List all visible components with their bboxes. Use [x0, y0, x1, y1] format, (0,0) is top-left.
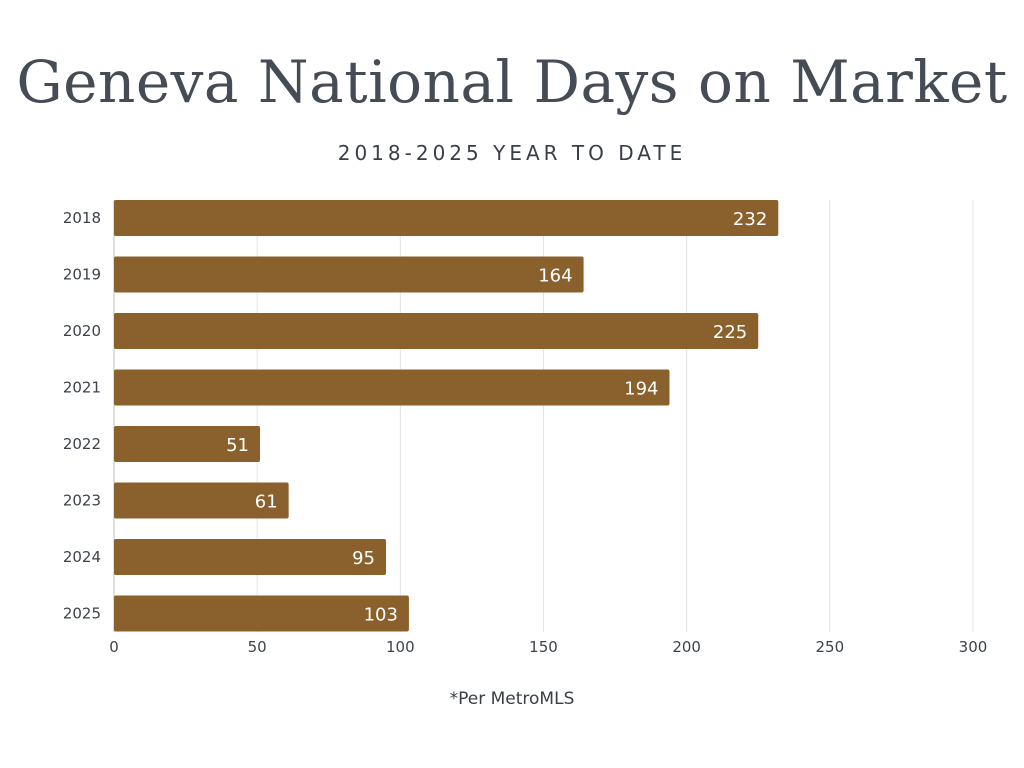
bar-value-label: 61	[255, 492, 278, 513]
bar	[114, 426, 261, 462]
source-footnote: *Per MetroMLS	[449, 689, 575, 709]
bar	[114, 539, 387, 575]
category-label: 2024	[63, 548, 101, 566]
bar-value-label: 95	[352, 548, 375, 569]
category-label: 2025	[63, 605, 101, 623]
bar-value-label: 51	[226, 435, 249, 456]
bar	[114, 256, 584, 293]
category-label: 2020	[63, 322, 101, 340]
x-tick-label: 300	[959, 638, 988, 656]
x-tick-label: 250	[816, 638, 845, 656]
bar	[114, 313, 759, 349]
bar	[114, 200, 779, 236]
category-label: 2022	[63, 435, 101, 453]
category-label: 2018	[63, 209, 101, 227]
bar	[114, 369, 670, 406]
x-tick-label: 100	[386, 638, 415, 656]
chart-subtitle: 2018-2025 YEAR TO DATE	[337, 141, 687, 165]
bar-value-label: 225	[713, 322, 747, 343]
bar-value-label: 103	[364, 605, 398, 626]
category-label: 2023	[63, 492, 101, 510]
x-tick-label: 50	[248, 638, 267, 656]
bar	[114, 595, 409, 632]
x-tick-label: 0	[109, 638, 119, 656]
bar	[114, 482, 289, 519]
bar-value-label: 164	[538, 266, 572, 287]
x-tick-label: 150	[529, 638, 558, 656]
bar-value-label: 194	[624, 379, 658, 400]
bar-value-label: 232	[733, 209, 767, 230]
category-label: 2021	[63, 379, 101, 397]
category-label: 2019	[63, 266, 101, 284]
x-tick-label: 200	[672, 638, 701, 656]
chart-title: Geneva National Days on Market	[16, 48, 1008, 116]
